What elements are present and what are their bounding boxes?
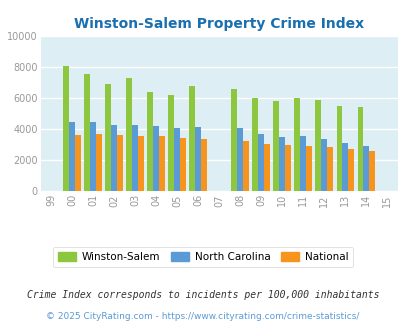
Bar	[168, 95, 174, 191]
Bar	[369, 151, 374, 191]
Bar	[180, 138, 185, 191]
Bar	[105, 84, 111, 191]
Bar	[243, 141, 249, 191]
Bar	[300, 136, 305, 191]
Bar	[357, 107, 362, 191]
Bar	[147, 92, 153, 191]
Bar	[321, 140, 326, 191]
Bar	[336, 106, 341, 191]
Bar	[341, 143, 347, 191]
Title: Winston-Salem Property Crime Index: Winston-Salem Property Crime Index	[74, 17, 363, 31]
Bar	[294, 98, 300, 191]
Bar	[90, 122, 96, 191]
Bar	[75, 135, 81, 191]
Bar	[132, 125, 138, 191]
Text: Crime Index corresponds to incidents per 100,000 inhabitants: Crime Index corresponds to incidents per…	[27, 290, 378, 300]
Bar	[111, 125, 117, 191]
Bar	[305, 146, 311, 191]
Bar	[63, 66, 69, 191]
Bar	[315, 100, 321, 191]
Bar	[231, 89, 237, 191]
Bar	[264, 144, 269, 191]
Bar	[69, 122, 75, 191]
Bar	[153, 126, 159, 191]
Bar	[258, 134, 264, 191]
Bar	[326, 147, 333, 191]
Bar	[362, 147, 369, 191]
Bar	[174, 128, 180, 191]
Legend: Winston-Salem, North Carolina, National: Winston-Salem, North Carolina, National	[52, 247, 353, 267]
Bar	[200, 140, 207, 191]
Bar	[138, 136, 144, 191]
Bar	[279, 137, 285, 191]
Bar	[285, 145, 290, 191]
Bar	[195, 127, 200, 191]
Bar	[252, 98, 258, 191]
Bar	[126, 78, 132, 191]
Text: © 2025 CityRating.com - https://www.cityrating.com/crime-statistics/: © 2025 CityRating.com - https://www.city…	[46, 312, 359, 321]
Bar	[273, 101, 279, 191]
Bar	[347, 149, 353, 191]
Bar	[96, 134, 102, 191]
Bar	[84, 74, 90, 191]
Bar	[237, 128, 243, 191]
Bar	[117, 135, 123, 191]
Bar	[189, 86, 195, 191]
Bar	[159, 136, 164, 191]
